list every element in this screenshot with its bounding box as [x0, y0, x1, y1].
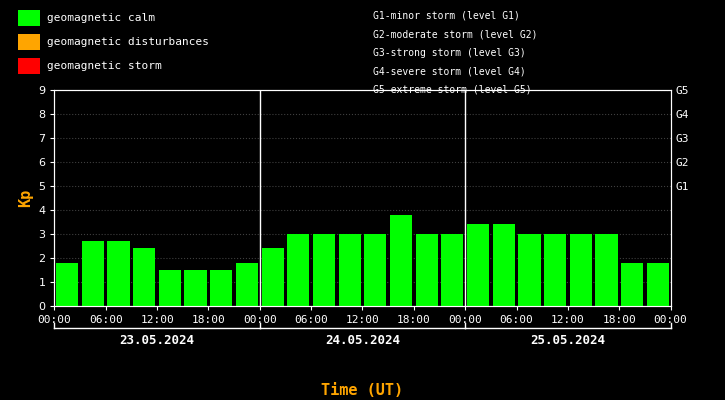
Bar: [364, 234, 386, 306]
Text: geomagnetic storm: geomagnetic storm: [47, 61, 162, 71]
Text: Time (UT): Time (UT): [321, 383, 404, 398]
Bar: [390, 215, 412, 306]
Bar: [287, 234, 310, 306]
Text: G4-severe storm (level G4): G4-severe storm (level G4): [373, 66, 526, 76]
Text: geomagnetic disturbances: geomagnetic disturbances: [47, 37, 209, 47]
Bar: [518, 234, 541, 306]
Bar: [595, 234, 618, 306]
Bar: [544, 234, 566, 306]
Text: G1-minor storm (level G1): G1-minor storm (level G1): [373, 11, 521, 21]
Text: geomagnetic calm: geomagnetic calm: [47, 13, 155, 23]
Bar: [621, 263, 643, 306]
Bar: [442, 234, 463, 306]
Bar: [313, 234, 335, 306]
Bar: [82, 241, 104, 306]
Bar: [492, 224, 515, 306]
Bar: [415, 234, 438, 306]
Bar: [467, 224, 489, 306]
Bar: [672, 263, 695, 306]
Text: G3-strong storm (level G3): G3-strong storm (level G3): [373, 48, 526, 58]
Y-axis label: Kp: Kp: [17, 189, 33, 207]
Bar: [339, 234, 361, 306]
Bar: [210, 270, 233, 306]
Text: 25.05.2024: 25.05.2024: [531, 334, 605, 347]
Bar: [262, 248, 283, 306]
Bar: [133, 248, 155, 306]
Text: 23.05.2024: 23.05.2024: [120, 334, 194, 347]
Bar: [647, 263, 669, 306]
Bar: [184, 270, 207, 306]
Text: 24.05.2024: 24.05.2024: [325, 334, 400, 347]
Bar: [56, 263, 78, 306]
Bar: [107, 241, 130, 306]
Bar: [236, 263, 258, 306]
Text: G2-moderate storm (level G2): G2-moderate storm (level G2): [373, 30, 538, 40]
Bar: [159, 270, 181, 306]
Bar: [570, 234, 592, 306]
Text: G5-extreme storm (level G5): G5-extreme storm (level G5): [373, 84, 532, 94]
